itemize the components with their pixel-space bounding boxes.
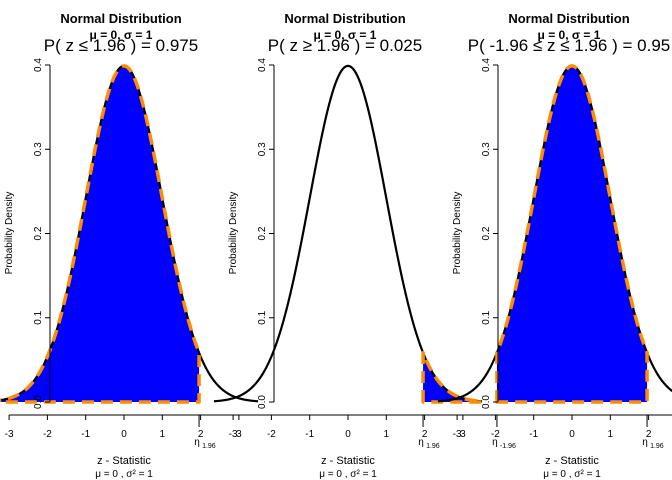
probability-label: P( z ≤ 1.96 ) = 0.975 bbox=[44, 36, 198, 55]
panel-1: Normal Distribution μ = 0, σ = 1P( z ≤ 1.… bbox=[0, 11, 259, 480]
critical-value-eta: η bbox=[492, 437, 498, 448]
x-tick-label: 1 bbox=[160, 429, 166, 440]
y-tick-label: 0.3 bbox=[257, 142, 268, 156]
chart-title: Normal Distribution bbox=[284, 11, 405, 26]
x-tick-label: 2 bbox=[198, 429, 204, 440]
critical-value-sub: 1.96 bbox=[426, 443, 440, 450]
x-tick-label: -1 bbox=[81, 429, 90, 440]
shaded-outline bbox=[0, 64, 201, 404]
x-axis-label: z - Statistic bbox=[321, 455, 375, 467]
x-axis-parameters: μ = 0 , σ² = 1 bbox=[543, 469, 601, 480]
panel-3: Normal Distribution μ = 0, σ = 1P( -1.96 … bbox=[437, 11, 672, 480]
critical-value-eta: η bbox=[418, 437, 424, 448]
x-tick-label: -3 bbox=[5, 429, 14, 440]
shaded-outline bbox=[421, 351, 484, 404]
chart-subtitle: μ = 0, σ = 1 bbox=[90, 28, 153, 42]
x-tick-label: 2 bbox=[646, 429, 652, 440]
x-tick-label: -3 bbox=[453, 429, 462, 440]
shaded-area bbox=[0, 65, 200, 402]
x-tick-label: 0 bbox=[121, 429, 127, 440]
shaded-area bbox=[423, 352, 483, 402]
x-tick-label: 0 bbox=[345, 429, 351, 440]
y-tick-label: 0.1 bbox=[257, 310, 268, 324]
x-tick-label: -3 bbox=[229, 429, 238, 440]
x-tick-label: -2 bbox=[43, 429, 52, 440]
critical-value-eta: η bbox=[194, 437, 200, 448]
density-curve bbox=[213, 64, 483, 403]
y-tick-label: 0.2 bbox=[33, 226, 44, 240]
probability-label: P( z ≥ 1.96 ) = 0.025 bbox=[268, 36, 422, 55]
x-axis-label: z - Statistic bbox=[545, 455, 599, 467]
critical-value-sub: 1.96 bbox=[202, 443, 216, 450]
y-tick-label: 0.0 bbox=[257, 395, 268, 409]
panel-2: Normal Distribution μ = 0, σ = 1P( z ≥ 1.… bbox=[213, 11, 484, 480]
x-tick-label: 1 bbox=[384, 429, 390, 440]
y-tick-label: 0.3 bbox=[33, 142, 44, 156]
x-tick-label: 2 bbox=[422, 429, 428, 440]
chart-title: Normal Distribution bbox=[508, 11, 629, 26]
chart-title: Normal Distribution bbox=[60, 11, 181, 26]
x-tick-label: 3 bbox=[236, 429, 242, 440]
shaded-area bbox=[496, 65, 648, 402]
x-axis-label: z - Statistic bbox=[97, 455, 151, 467]
chart-subtitle: μ = 0, σ = 1 bbox=[314, 28, 377, 42]
y-axis-label: Probability Density bbox=[228, 192, 239, 275]
shaded-outline bbox=[495, 64, 649, 404]
y-tick-label: 0.3 bbox=[481, 142, 492, 156]
probability-label: P( -1.96 ≤ z ≤ 1.96 ) = 0.95 bbox=[468, 36, 670, 55]
x-tick-label: -2 bbox=[267, 429, 276, 440]
y-tick-label: 0.4 bbox=[481, 58, 492, 72]
y-axis-label: Probability Density bbox=[4, 192, 15, 275]
y-tick-label: 0.4 bbox=[33, 58, 44, 72]
chart-subtitle: μ = 0, σ = 1 bbox=[538, 28, 601, 42]
x-tick-label: 1 bbox=[608, 429, 614, 440]
x-tick-label: -1 bbox=[529, 429, 538, 440]
critical-value-sub: 1.96 bbox=[650, 443, 664, 450]
y-tick-label: 0.4 bbox=[257, 58, 268, 72]
x-axis-parameters: μ = 0 , σ² = 1 bbox=[319, 469, 377, 480]
x-tick-label: 3 bbox=[460, 429, 466, 440]
x-axis-parameters: μ = 0 , σ² = 1 bbox=[95, 469, 153, 480]
critical-value-eta: η bbox=[642, 437, 648, 448]
y-axis-label: Probability Density bbox=[452, 192, 463, 275]
x-tick-label: -1 bbox=[305, 429, 314, 440]
y-tick-label: 0.0 bbox=[33, 395, 44, 409]
y-tick-label: 0.1 bbox=[33, 310, 44, 324]
x-tick-label: -2 bbox=[491, 429, 500, 440]
y-tick-label: 0.2 bbox=[481, 226, 492, 240]
y-tick-label: 0.1 bbox=[481, 310, 492, 324]
y-tick-label: 0.2 bbox=[257, 226, 268, 240]
critical-value-sub: -1.96 bbox=[500, 443, 516, 450]
x-tick-label: 0 bbox=[569, 429, 575, 440]
y-tick-label: 0.0 bbox=[481, 395, 492, 409]
